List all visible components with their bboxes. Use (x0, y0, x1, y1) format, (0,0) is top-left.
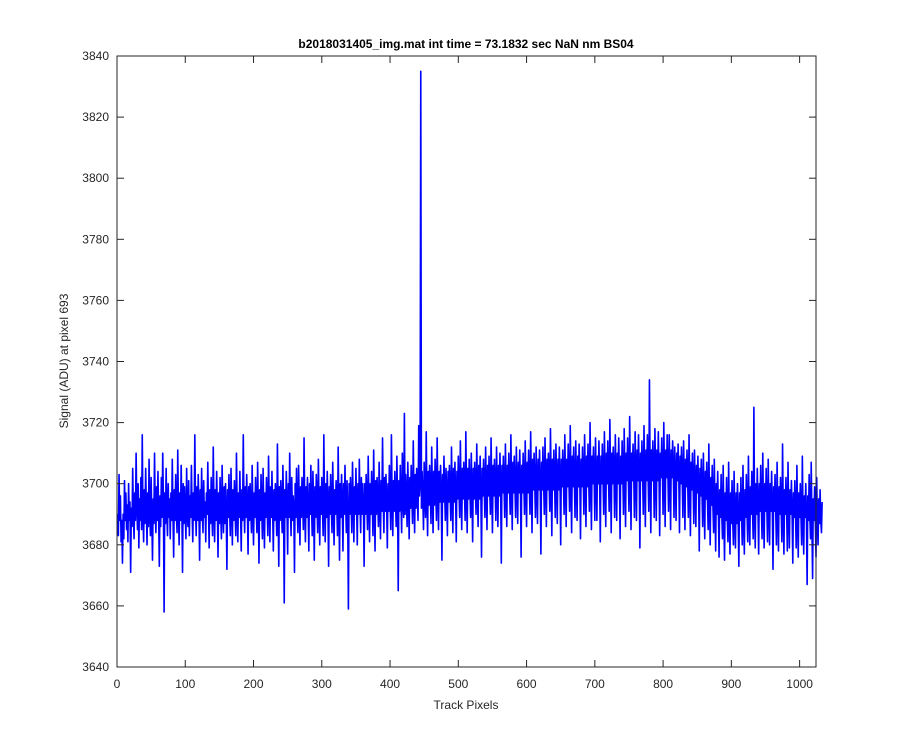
x-axis: 0 100 200 300 400 500 600 700 800 900 1000 (114, 56, 813, 691)
x-tick-label: 300 (312, 677, 332, 691)
x-tick-label: 0 (114, 677, 121, 691)
chart-title: b2018031405_img.mat int time = 73.1832 s… (298, 37, 634, 51)
y-tick-label: 3640 (82, 660, 109, 674)
series-line-1 (116, 70, 823, 613)
x-tick-label: 400 (380, 677, 400, 691)
y-tick-label: 3820 (82, 110, 109, 124)
y-tick-label: 3760 (82, 293, 109, 307)
series-layer (116, 70, 823, 613)
x-tick-label: 1000 (786, 677, 813, 691)
y-tick-label: 3740 (82, 355, 109, 369)
x-tick-label: 800 (653, 677, 673, 691)
x-axis-label: Track Pixels (434, 698, 499, 712)
plot-area (117, 56, 816, 667)
x-tick-label: 500 (448, 677, 468, 691)
y-axis: 3640 3660 3680 3700 3720 3740 3760 3780 3800 3820… (82, 49, 816, 674)
y-tick-label: 3840 (82, 49, 109, 63)
x-tick-label: 200 (244, 677, 264, 691)
x-tick-label: 600 (517, 677, 537, 691)
x-tick-label: 700 (585, 677, 605, 691)
y-tick-label: 3680 (82, 538, 109, 552)
x-tick-label: 900 (721, 677, 741, 691)
y-tick-label: 3780 (82, 232, 109, 246)
y-tick-label: 3720 (82, 416, 109, 430)
y-axis-label: Signal (ADU) at pixel 693 (57, 293, 71, 428)
y-tick-label: 3800 (82, 171, 109, 185)
x-tick-label: 100 (175, 677, 195, 691)
y-tick-label: 3660 (82, 599, 109, 613)
y-tick-label: 3700 (82, 477, 109, 491)
